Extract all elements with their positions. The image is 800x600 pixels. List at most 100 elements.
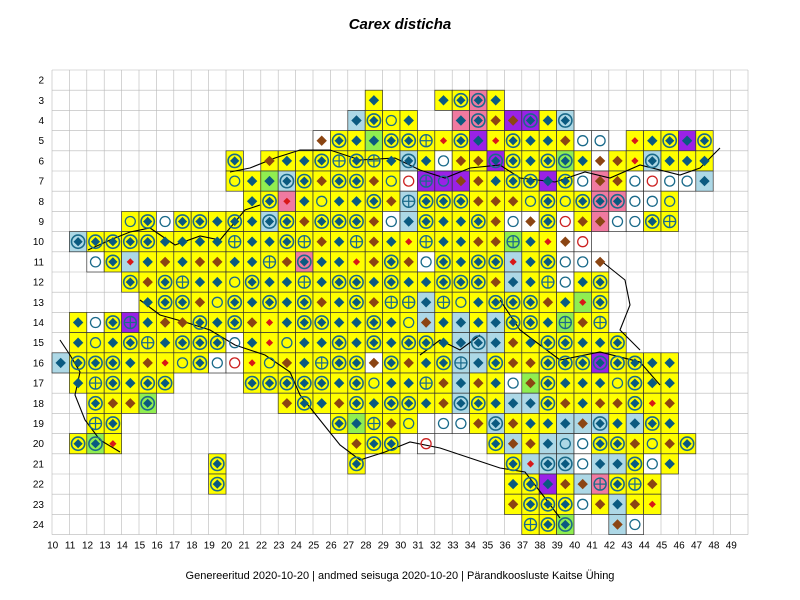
grid-cell bbox=[121, 211, 140, 232]
marker-diamond-blue bbox=[577, 398, 588, 409]
marker-ringed-diamond bbox=[105, 254, 121, 270]
grid-cell bbox=[556, 251, 575, 273]
marker-diamond-blue bbox=[664, 458, 675, 470]
column-label: 39 bbox=[552, 541, 564, 552]
marker-diamond-blue bbox=[490, 317, 501, 328]
column-label: 49 bbox=[726, 541, 738, 552]
marker-diamond-blue bbox=[72, 377, 84, 389]
marker-diamond-blue bbox=[438, 317, 449, 328]
marker-ringed-diamond bbox=[383, 254, 399, 270]
row-label: 3 bbox=[38, 96, 44, 107]
marker-diamond-red bbox=[283, 197, 291, 205]
marker-diamond-blue bbox=[455, 377, 467, 389]
marker-ringed-diamond bbox=[540, 214, 556, 229]
marker-ringed-diamond bbox=[418, 214, 434, 229]
marker-ringed-diamond bbox=[314, 375, 330, 391]
marker-diamond-blue bbox=[125, 357, 136, 369]
marker-diamond-blue bbox=[142, 256, 153, 268]
marker-open-circle bbox=[559, 195, 571, 207]
marker-diamond-brown bbox=[281, 398, 293, 409]
marker-ringed-diamond bbox=[505, 456, 521, 472]
marker-ringed-diamond bbox=[540, 153, 556, 169]
marker-ringed-diamond bbox=[488, 416, 504, 431]
marker-crossed-circle bbox=[593, 477, 607, 491]
marker-diamond-blue bbox=[438, 95, 449, 106]
coastline-segment bbox=[599, 259, 641, 351]
marker-ringed-diamond bbox=[88, 234, 103, 250]
marker-diamond-blue bbox=[229, 256, 240, 268]
column-label: 32 bbox=[430, 541, 442, 552]
marker-diamond-brown bbox=[507, 337, 519, 348]
marker-diamond-red bbox=[126, 258, 134, 266]
marker-ringed-diamond bbox=[105, 416, 121, 431]
marker-diamond-red bbox=[509, 258, 517, 266]
marker-diamond-blue bbox=[594, 337, 606, 348]
marker-ringed-diamond bbox=[488, 153, 504, 169]
marker-ringed-diamond bbox=[349, 375, 364, 391]
grid-cell bbox=[556, 211, 575, 232]
marker-ringed-diamond bbox=[488, 436, 504, 452]
marker-diamond-blue bbox=[438, 236, 449, 247]
marker-ringed-diamond bbox=[592, 193, 608, 209]
marker-ringed-diamond bbox=[296, 294, 312, 310]
marker-ringed-diamond bbox=[349, 395, 364, 411]
marker-diamond-blue bbox=[664, 357, 675, 369]
marker-diamond-brown bbox=[159, 256, 171, 268]
grid-cell bbox=[434, 170, 453, 192]
marker-ringed-diamond bbox=[523, 315, 538, 330]
marker-ringed-diamond bbox=[383, 274, 399, 290]
marker-diamond-brown bbox=[490, 196, 501, 207]
marker-diamond-blue bbox=[333, 256, 345, 268]
marker-ringed-diamond bbox=[262, 294, 277, 310]
marker-diamond-blue bbox=[664, 418, 675, 429]
marker-diamond-brown bbox=[664, 438, 675, 449]
marker-diamond-blue bbox=[525, 236, 536, 247]
marker-diamond-blue bbox=[490, 337, 501, 348]
grid-cell bbox=[225, 352, 244, 374]
marker-diamond-blue bbox=[560, 297, 571, 308]
marker-diamond-brown bbox=[386, 196, 397, 207]
marker-ringed-diamond bbox=[592, 416, 608, 431]
marker-diamond-brown bbox=[473, 236, 484, 247]
marker-diamond-brown bbox=[612, 519, 623, 530]
marker-open-circle bbox=[89, 256, 102, 268]
marker-diamond-brown bbox=[299, 216, 310, 227]
row-label: 8 bbox=[38, 197, 44, 208]
map-title: Carex disticha bbox=[348, 16, 452, 33]
marker-ringed-diamond bbox=[453, 92, 469, 108]
marker-ringed-diamond bbox=[383, 395, 399, 411]
marker-ringed-diamond bbox=[296, 173, 312, 189]
marker-diamond-blue bbox=[542, 438, 554, 449]
marker-ringed-diamond bbox=[505, 173, 521, 189]
marker-diamond-blue bbox=[612, 458, 623, 470]
marker-diamond-brown bbox=[212, 256, 223, 268]
marker-ringed-diamond bbox=[227, 294, 243, 310]
marker-ringed-diamond bbox=[105, 315, 121, 330]
row-label: 9 bbox=[38, 217, 44, 228]
marker-diamond-blue bbox=[177, 256, 188, 268]
grid-cell bbox=[678, 170, 697, 192]
marker-ringed-diamond bbox=[470, 254, 486, 270]
marker-diamond-brown bbox=[455, 175, 467, 187]
marker-ringed-diamond bbox=[70, 436, 86, 452]
column-label: 44 bbox=[639, 541, 651, 552]
marker-open-circle bbox=[368, 377, 380, 389]
marker-ringed-diamond bbox=[383, 355, 399, 371]
marker-diamond-brown bbox=[194, 297, 206, 308]
marker-diamond-brown bbox=[403, 256, 414, 268]
column-label: 42 bbox=[604, 541, 616, 552]
grid-cell bbox=[556, 190, 575, 212]
grid-cell bbox=[504, 211, 523, 232]
marker-open-circle-red bbox=[229, 357, 241, 369]
marker-diamond-blue bbox=[299, 196, 310, 207]
marker-diamond-blue bbox=[525, 155, 536, 167]
marker-diamond-blue bbox=[577, 377, 588, 389]
marker-diamond-brown bbox=[142, 357, 153, 369]
marker-ringed-diamond bbox=[662, 133, 678, 149]
marker-ringed-diamond bbox=[366, 436, 382, 452]
marker-ringed-diamond bbox=[366, 335, 382, 351]
grid-cell bbox=[399, 312, 418, 333]
marker-ringed-diamond bbox=[575, 355, 591, 371]
marker-ringed-diamond bbox=[523, 113, 538, 128]
